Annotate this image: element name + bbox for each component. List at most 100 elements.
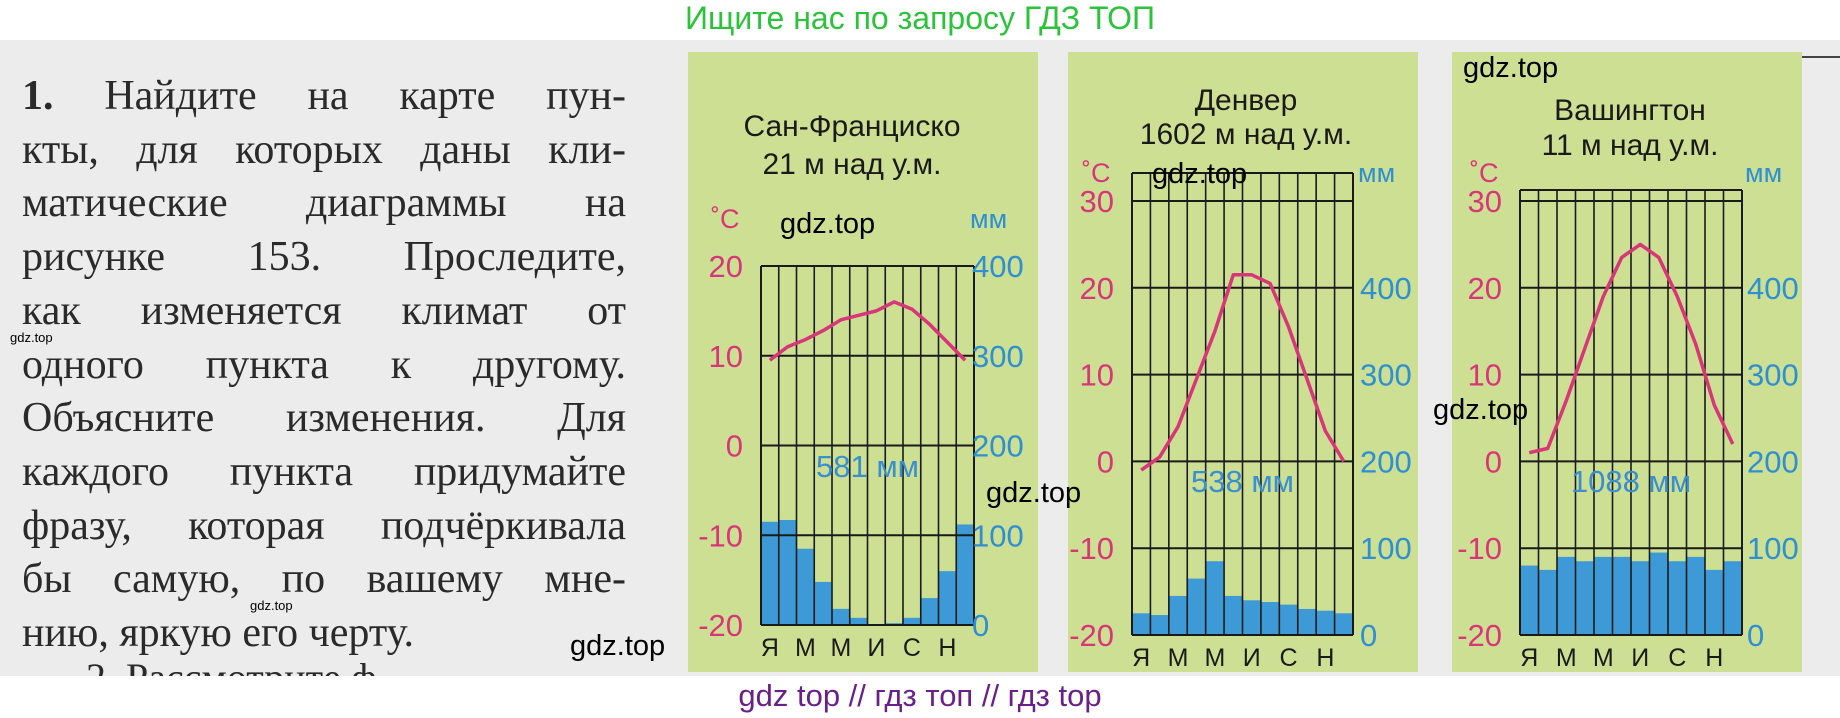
- watermark: gdz.top: [250, 598, 293, 613]
- precipitation-bar: [1132, 613, 1151, 635]
- temperature-tick-label: 0: [1097, 444, 1114, 479]
- temperature-unit: ˚С: [1470, 158, 1499, 188]
- precipitation-bar: [1279, 604, 1299, 635]
- watermark: gdz.top: [10, 330, 53, 345]
- temperature-tick-label: 20: [1468, 271, 1502, 306]
- temperature-tick-label: 0: [1485, 444, 1502, 479]
- precipitation-bar: [849, 617, 868, 625]
- watermark: gdz.top: [986, 477, 1082, 509]
- month-label: М: [1556, 644, 1577, 672]
- month-label: И: [1243, 644, 1261, 672]
- month-label: С: [903, 634, 921, 662]
- precipitation-bar: [920, 598, 939, 625]
- chart-subtitle: 11 м над у.м.: [1542, 129, 1719, 162]
- precipitation-bar: [1538, 569, 1558, 635]
- precipitation-bar: [761, 521, 780, 625]
- precipitation-bar: [1631, 561, 1650, 635]
- task-line: 1. Найдите на карте пун-: [22, 73, 627, 119]
- temperature-tick-label: -10: [1069, 531, 1114, 566]
- precipitation-bar: [832, 608, 851, 625]
- temperature-tick-label: 20: [709, 249, 743, 284]
- precipitation-bar: [1520, 565, 1539, 635]
- precipitation-tick-label: 0: [972, 608, 989, 643]
- next-task-fragment: 2. Рассмотрите ф...: [86, 658, 407, 676]
- precipitation-unit: мм: [1358, 158, 1395, 188]
- month-label: М: [1204, 644, 1225, 672]
- precipitation-bar: [1297, 608, 1317, 635]
- month-label: С: [1668, 644, 1686, 672]
- bottom-banner: gdz top // гдз топ // гдз top: [0, 676, 1840, 718]
- month-label: И: [1631, 644, 1649, 672]
- precipitation-unit: мм: [1745, 158, 1782, 188]
- temperature-tick-label: -20: [1457, 618, 1502, 653]
- precipitation-bar: [1334, 613, 1354, 635]
- precipitation-tick-label: 200: [972, 429, 1024, 464]
- temperature-tick-label: -10: [698, 518, 743, 553]
- precipitation-tick-label: 0: [1747, 618, 1764, 653]
- precipitation-bar: [1242, 600, 1262, 635]
- top-banner: Ищите нас по запросу ГДЗ ТОП: [0, 0, 1840, 40]
- month-label: Н: [938, 634, 956, 662]
- temperature-unit: ˚С: [711, 204, 740, 234]
- precipitation-tick-label: 200: [1747, 444, 1799, 479]
- precipitation-tick-label: 100: [1360, 531, 1412, 566]
- chart-title: Вашингтон: [1554, 94, 1706, 127]
- precipitation-tick-label: 300: [972, 339, 1024, 374]
- precipitation-tick-label: 200: [1360, 444, 1412, 479]
- month-label: Я: [761, 634, 779, 662]
- precipitation-bar: [1187, 578, 1207, 635]
- precipitation-unit: мм: [970, 204, 1007, 234]
- precipitation-bar: [938, 571, 957, 625]
- task-number: 1.: [22, 73, 54, 119]
- month-label: И: [867, 634, 885, 662]
- temperature-tick-label: 10: [709, 339, 743, 374]
- precipitation-bar: [814, 581, 833, 625]
- task-line: бы самую, по вашему мне-: [22, 556, 626, 603]
- task-line: каждого пункта придумайте: [22, 448, 626, 495]
- month-label: Я: [1520, 644, 1538, 672]
- temperature-tick-label: 10: [1468, 358, 1502, 393]
- temperature-line: [768, 300, 967, 362]
- watermark: gdz.top: [780, 208, 876, 240]
- task-line: одного пункта к другому.: [22, 341, 626, 388]
- month-label: С: [1280, 644, 1298, 672]
- watermark: gdz.top: [1152, 158, 1248, 190]
- precipitation-total-label: 538 мм: [1191, 464, 1294, 499]
- precipitation-tick-label: 300: [1360, 358, 1412, 393]
- precipitation-bar: [1260, 602, 1280, 635]
- task-line: как изменяется климат от: [22, 287, 626, 334]
- watermark: gdz.top: [570, 630, 666, 662]
- precipitation-tick-label: 100: [1747, 531, 1799, 566]
- precipitation-tick-label: 300: [1747, 358, 1799, 393]
- precipitation-tick-label: 400: [1747, 271, 1799, 306]
- chart-subtitle: 21 м над у.м.: [762, 148, 941, 181]
- precipitation-bar: [1205, 561, 1225, 635]
- precipitation-bar: [956, 524, 975, 625]
- month-label: Н: [1316, 644, 1334, 672]
- temperature-unit: ˚С: [1082, 158, 1111, 188]
- month-label: М: [1593, 644, 1614, 672]
- precipitation-bar: [1224, 595, 1243, 635]
- watermark: gdz.top: [1463, 52, 1559, 84]
- task-line: матические диаграммы на: [22, 180, 626, 227]
- chart-title: Сан-Франциско: [743, 110, 960, 143]
- temperature-tick-label: -10: [1457, 531, 1502, 566]
- month-label: М: [1168, 644, 1189, 672]
- temperature-tick-label: -20: [698, 608, 743, 643]
- temperature-tick-label: 30: [1468, 184, 1502, 219]
- task-line: нию, яркую его черту.: [22, 610, 414, 657]
- precipitation-bar: [796, 548, 815, 625]
- precipitation-bar: [778, 519, 797, 625]
- chart-subtitle: 1602 м над у.м.: [1140, 118, 1352, 151]
- task-line: кты, для которых даны кли-: [22, 126, 626, 173]
- precipitation-bar: [1723, 561, 1743, 635]
- precipitation-tick-label: 100: [972, 518, 1024, 553]
- temperature-tick-label: 10: [1080, 358, 1114, 393]
- task-line: рисунке 153. Проследите,: [22, 234, 626, 281]
- watermark: gdz.top: [1433, 394, 1529, 426]
- precipitation-bar: [1150, 615, 1170, 635]
- precipitation-tick-label: 400: [1360, 271, 1412, 306]
- temperature-line: [1528, 242, 1735, 455]
- precipitation-bar: [1557, 556, 1576, 635]
- precipitation-bar: [1316, 610, 1336, 635]
